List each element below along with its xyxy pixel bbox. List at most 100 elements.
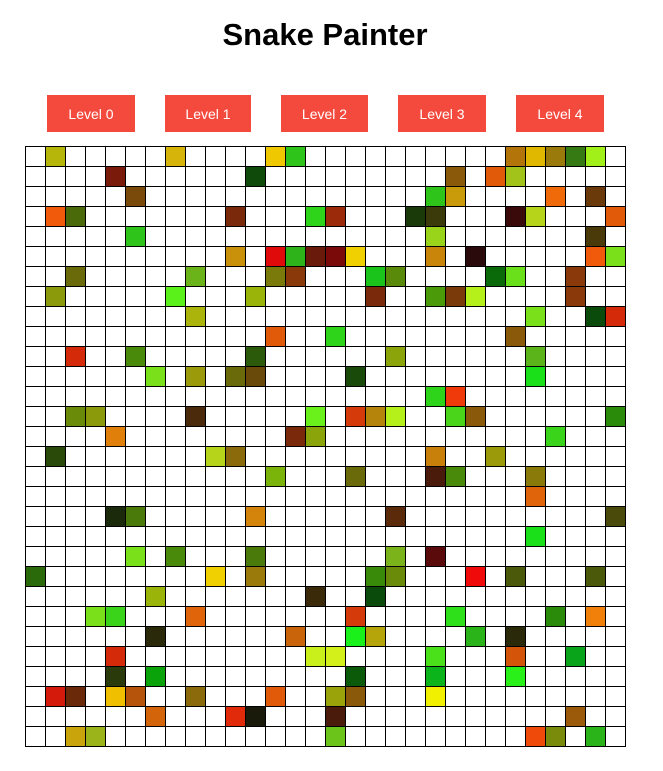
- empty-cell[interactable]: [486, 207, 505, 226]
- empty-cell[interactable]: [606, 347, 625, 366]
- empty-cell[interactable]: [546, 367, 565, 386]
- empty-cell[interactable]: [586, 387, 605, 406]
- painted-cell[interactable]: [46, 447, 65, 466]
- paint-grid[interactable]: [25, 146, 626, 747]
- empty-cell[interactable]: [486, 327, 505, 346]
- empty-cell[interactable]: [406, 527, 425, 546]
- empty-cell[interactable]: [126, 647, 145, 666]
- empty-cell[interactable]: [406, 147, 425, 166]
- empty-cell[interactable]: [46, 507, 65, 526]
- empty-cell[interactable]: [166, 327, 185, 346]
- empty-cell[interactable]: [106, 467, 125, 486]
- painted-cell[interactable]: [346, 467, 365, 486]
- empty-cell[interactable]: [406, 587, 425, 606]
- empty-cell[interactable]: [346, 347, 365, 366]
- empty-cell[interactable]: [586, 647, 605, 666]
- painted-cell[interactable]: [226, 707, 245, 726]
- empty-cell[interactable]: [186, 727, 205, 746]
- painted-cell[interactable]: [246, 367, 265, 386]
- painted-cell[interactable]: [86, 727, 105, 746]
- painted-cell[interactable]: [66, 727, 85, 746]
- painted-cell[interactable]: [46, 147, 65, 166]
- painted-cell[interactable]: [226, 247, 245, 266]
- empty-cell[interactable]: [206, 527, 225, 546]
- empty-cell[interactable]: [286, 187, 305, 206]
- empty-cell[interactable]: [446, 627, 465, 646]
- empty-cell[interactable]: [226, 667, 245, 686]
- empty-cell[interactable]: [246, 187, 265, 206]
- empty-cell[interactable]: [186, 587, 205, 606]
- empty-cell[interactable]: [366, 247, 385, 266]
- empty-cell[interactable]: [346, 427, 365, 446]
- empty-cell[interactable]: [506, 687, 525, 706]
- empty-cell[interactable]: [46, 727, 65, 746]
- empty-cell[interactable]: [346, 707, 365, 726]
- empty-cell[interactable]: [346, 727, 365, 746]
- empty-cell[interactable]: [286, 367, 305, 386]
- empty-cell[interactable]: [346, 487, 365, 506]
- empty-cell[interactable]: [406, 407, 425, 426]
- empty-cell[interactable]: [466, 467, 485, 486]
- empty-cell[interactable]: [166, 647, 185, 666]
- empty-cell[interactable]: [366, 307, 385, 326]
- empty-cell[interactable]: [46, 167, 65, 186]
- empty-cell[interactable]: [106, 247, 125, 266]
- empty-cell[interactable]: [86, 167, 105, 186]
- painted-cell[interactable]: [526, 207, 545, 226]
- level-0-button[interactable]: Level 0: [47, 95, 135, 132]
- empty-cell[interactable]: [586, 427, 605, 446]
- empty-cell[interactable]: [226, 307, 245, 326]
- empty-cell[interactable]: [86, 567, 105, 586]
- painted-cell[interactable]: [306, 247, 325, 266]
- empty-cell[interactable]: [126, 567, 145, 586]
- empty-cell[interactable]: [46, 607, 65, 626]
- empty-cell[interactable]: [146, 427, 165, 446]
- painted-cell[interactable]: [346, 247, 365, 266]
- empty-cell[interactable]: [246, 207, 265, 226]
- empty-cell[interactable]: [126, 387, 145, 406]
- empty-cell[interactable]: [446, 247, 465, 266]
- empty-cell[interactable]: [226, 467, 245, 486]
- empty-cell[interactable]: [566, 547, 585, 566]
- empty-cell[interactable]: [366, 727, 385, 746]
- empty-cell[interactable]: [166, 567, 185, 586]
- level-2-button[interactable]: Level 2: [281, 95, 368, 132]
- empty-cell[interactable]: [306, 507, 325, 526]
- empty-cell[interactable]: [206, 687, 225, 706]
- empty-cell[interactable]: [206, 247, 225, 266]
- empty-cell[interactable]: [346, 587, 365, 606]
- empty-cell[interactable]: [46, 467, 65, 486]
- empty-cell[interactable]: [286, 287, 305, 306]
- empty-cell[interactable]: [306, 327, 325, 346]
- empty-cell[interactable]: [286, 507, 305, 526]
- empty-cell[interactable]: [206, 607, 225, 626]
- empty-cell[interactable]: [466, 507, 485, 526]
- empty-cell[interactable]: [46, 567, 65, 586]
- empty-cell[interactable]: [606, 447, 625, 466]
- painted-cell[interactable]: [446, 287, 465, 306]
- empty-cell[interactable]: [606, 607, 625, 626]
- empty-cell[interactable]: [406, 247, 425, 266]
- empty-cell[interactable]: [206, 547, 225, 566]
- empty-cell[interactable]: [166, 427, 185, 446]
- empty-cell[interactable]: [26, 187, 45, 206]
- empty-cell[interactable]: [426, 487, 445, 506]
- empty-cell[interactable]: [526, 507, 545, 526]
- painted-cell[interactable]: [426, 287, 445, 306]
- empty-cell[interactable]: [466, 607, 485, 626]
- empty-cell[interactable]: [246, 627, 265, 646]
- empty-cell[interactable]: [246, 447, 265, 466]
- empty-cell[interactable]: [566, 327, 585, 346]
- empty-cell[interactable]: [126, 267, 145, 286]
- empty-cell[interactable]: [406, 467, 425, 486]
- empty-cell[interactable]: [86, 187, 105, 206]
- empty-cell[interactable]: [546, 647, 565, 666]
- painted-cell[interactable]: [186, 307, 205, 326]
- empty-cell[interactable]: [106, 147, 125, 166]
- empty-cell[interactable]: [506, 287, 525, 306]
- empty-cell[interactable]: [286, 327, 305, 346]
- empty-cell[interactable]: [106, 727, 125, 746]
- empty-cell[interactable]: [486, 427, 505, 446]
- empty-cell[interactable]: [266, 287, 285, 306]
- painted-cell[interactable]: [506, 207, 525, 226]
